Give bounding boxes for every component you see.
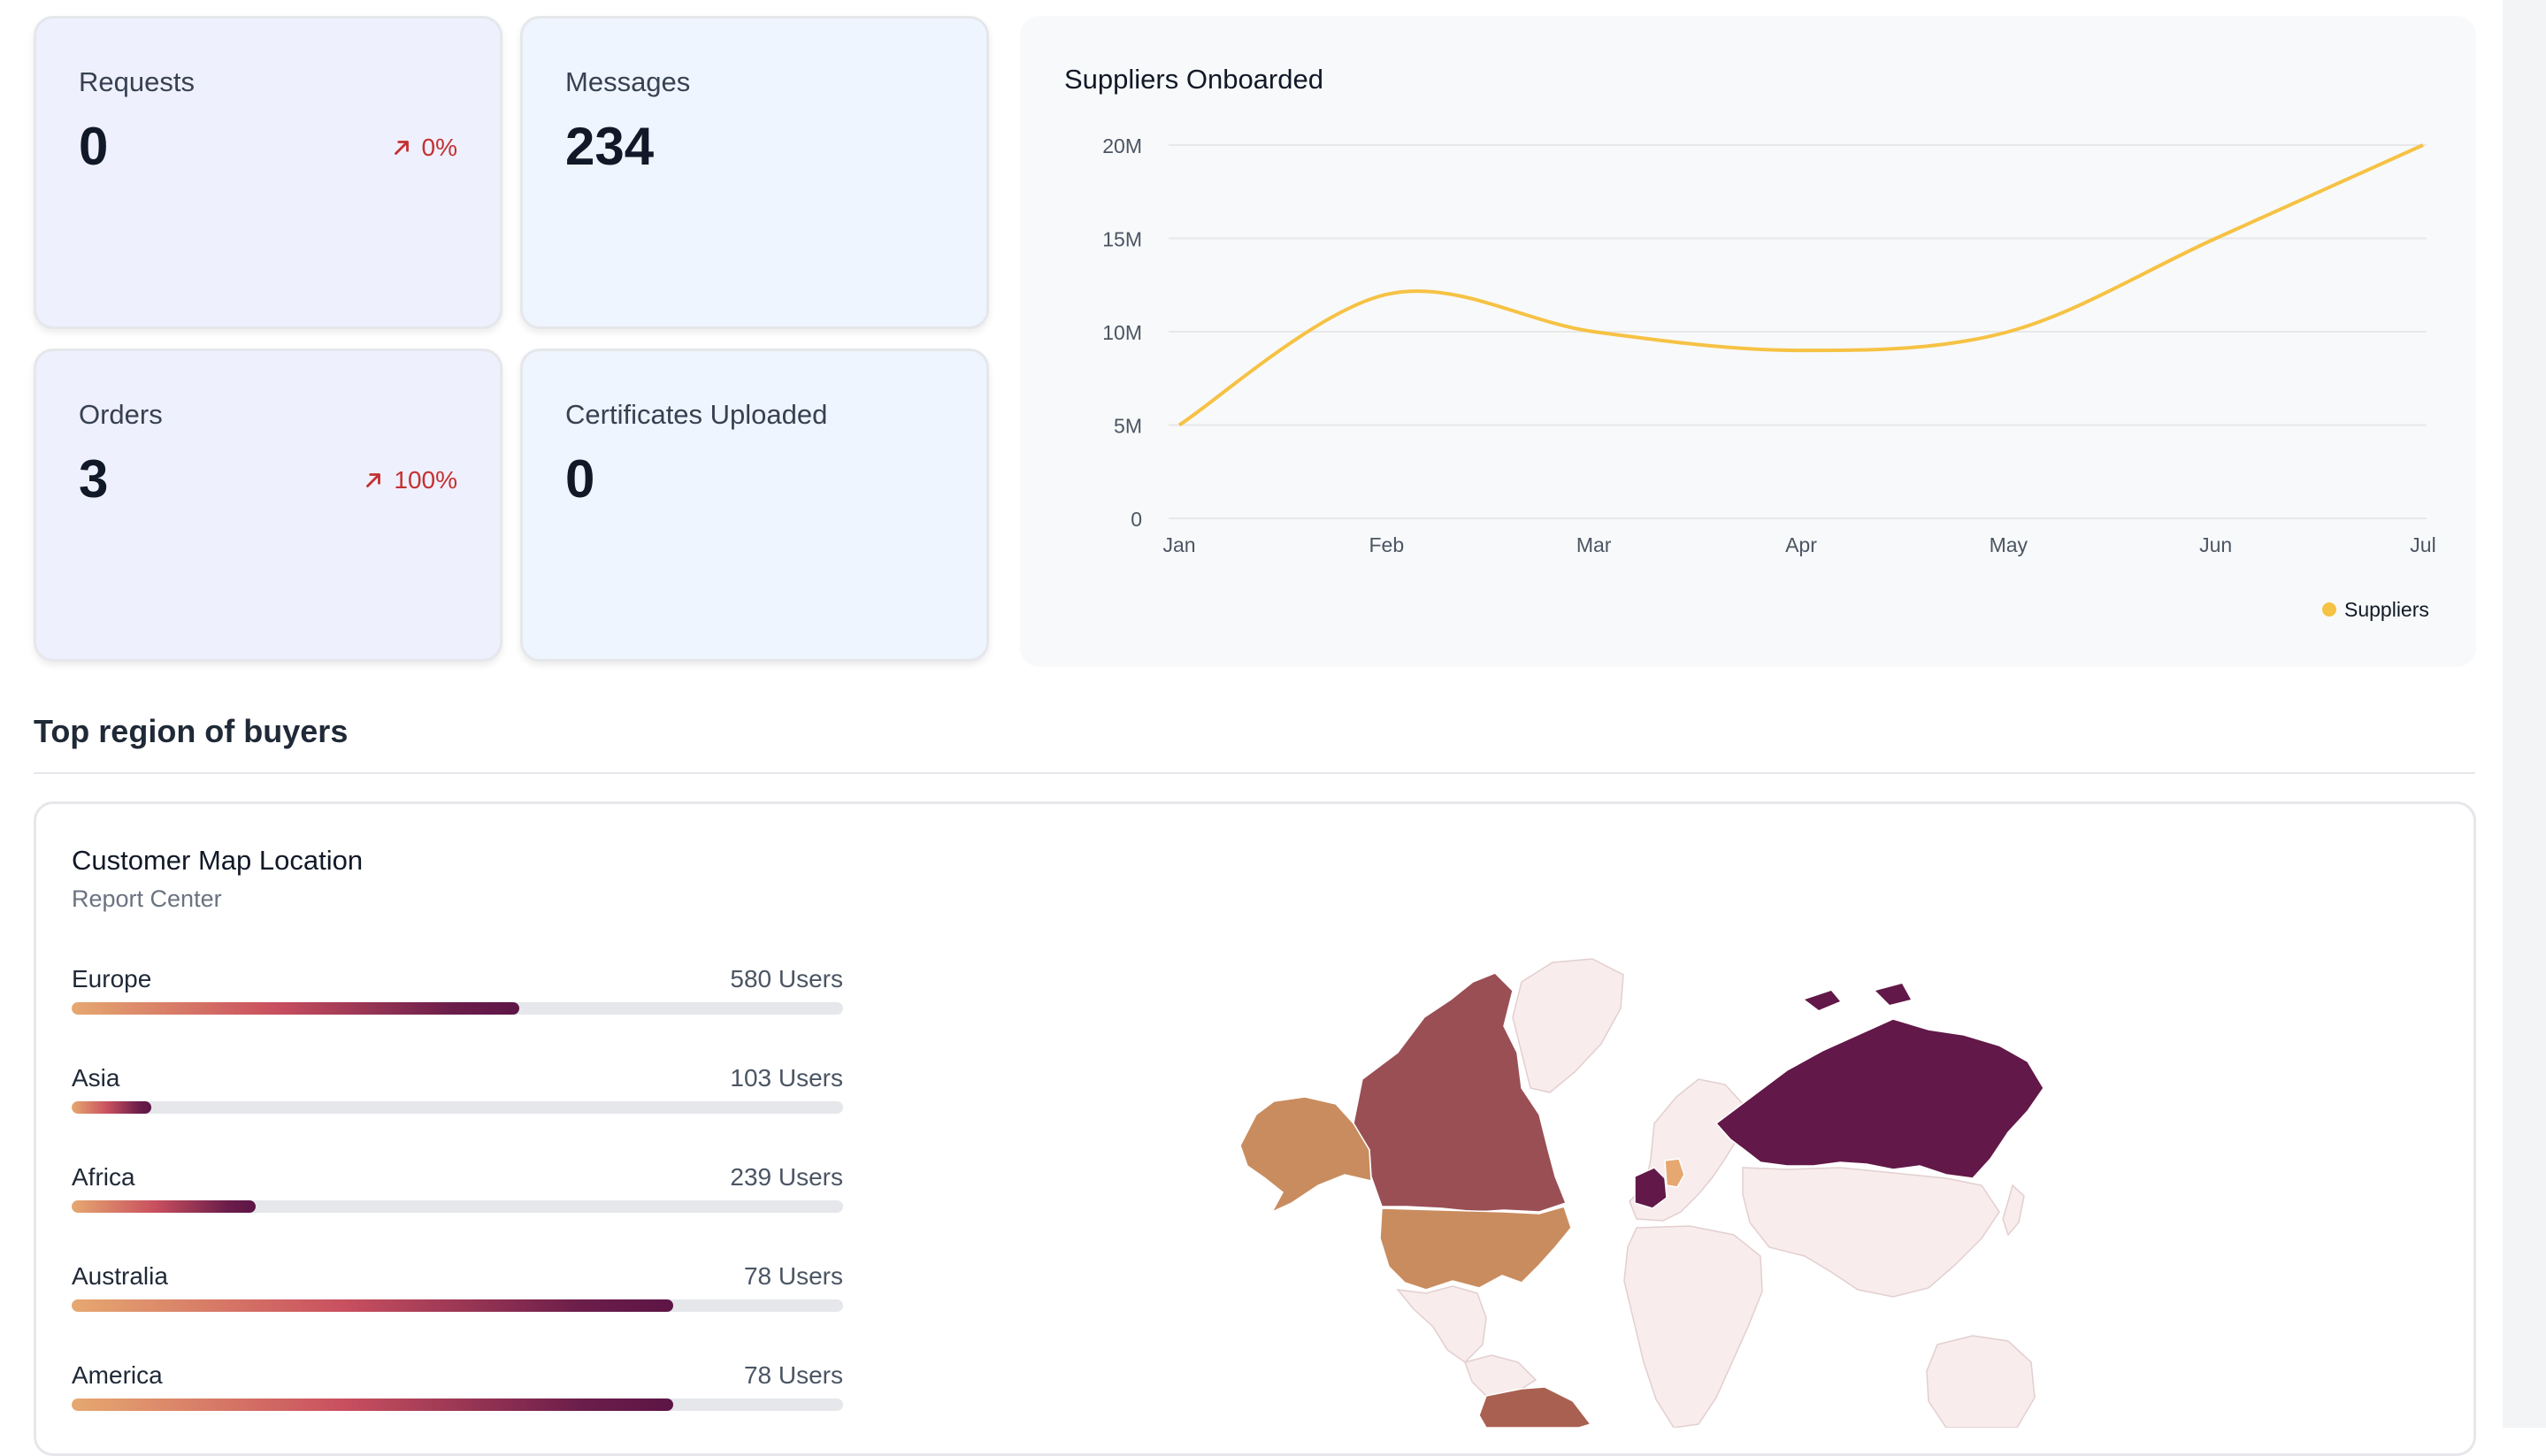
x-tick-label: Jun (2199, 533, 2232, 556)
region-progress-fill (72, 1002, 519, 1015)
y-tick-label: 5M (1114, 415, 1142, 438)
region-users: 103 Users (730, 1064, 843, 1092)
y-tick-label: 20M (1102, 134, 1142, 157)
section-title: Top region of buyers (34, 713, 348, 750)
region-users: 239 Users (730, 1163, 843, 1192)
map-country-mexico[interactable] (1398, 1286, 1486, 1362)
region-users: 78 Users (744, 1262, 843, 1291)
map-card-subtitle: Report Center (72, 885, 222, 913)
stat-card-certificates[interactable]: Certificates Uploaded 0 (520, 349, 989, 662)
region-name: Africa (72, 1163, 135, 1192)
legend-label: Suppliers (2344, 598, 2429, 621)
stat-value: 0 (79, 116, 108, 177)
x-tick-label: Apr (1785, 533, 1817, 556)
region-progress-track (72, 1002, 843, 1015)
stat-label: Requests (79, 66, 195, 98)
region-users: 78 Users (744, 1361, 843, 1390)
y-tick-label: 10M (1102, 321, 1142, 344)
region-progress-track (72, 1299, 843, 1312)
stat-value: 3 (79, 448, 108, 510)
arrow-up-right-icon (390, 136, 413, 159)
region-name: Asia (72, 1064, 119, 1092)
map-card-title: Customer Map Location (72, 845, 363, 877)
legend-marker (2322, 602, 2336, 617)
region-row-africa: Africa 239 Users (72, 1163, 843, 1216)
region-progress-track (72, 1399, 843, 1411)
region-progress-fill (72, 1101, 151, 1114)
stat-label: Orders (79, 399, 163, 431)
region-name: Australia (72, 1262, 168, 1291)
stat-card-orders[interactable]: Orders 3 100% (34, 349, 502, 662)
divider (34, 772, 2475, 774)
stat-value: 0 (565, 448, 594, 510)
map-country-russia[interactable] (1716, 1019, 2044, 1178)
region-progress-fill (72, 1299, 673, 1312)
stat-card-requests[interactable]: Requests 0 0% (34, 16, 502, 329)
region-row-asia: Asia 103 Users (72, 1064, 843, 1117)
region-users: 580 Users (730, 965, 843, 993)
region-progress-track (72, 1101, 843, 1114)
map-country-asia[interactable] (1743, 1168, 1999, 1297)
x-tick-label: Mar (1576, 533, 1612, 556)
stat-card-messages[interactable]: Messages 234 (520, 16, 989, 329)
y-tick-label: 0 (1131, 508, 1142, 531)
region-name: Europe (72, 965, 151, 993)
region-progress-track (72, 1200, 843, 1213)
x-tick-label: Jul (2410, 533, 2435, 556)
region-row-australia: Australia 78 Users (72, 1262, 843, 1315)
stat-change: 100% (362, 466, 457, 494)
world-map[interactable] (1221, 946, 2123, 1428)
region-name: America (72, 1361, 163, 1390)
map-country-africa[interactable] (1624, 1226, 1762, 1428)
suppliers-line-chart: 0 5M 10M 15M 20M Jan Feb Mar Apr May Jun Jul Supplie… (1020, 16, 2476, 667)
stat-label: Messages (565, 66, 690, 98)
map-country-alaska[interactable] (1240, 1097, 1371, 1212)
region-progress-fill (72, 1399, 673, 1411)
region-row-europe: Europe 580 Users (72, 965, 843, 1018)
stat-change-value: 100% (394, 466, 457, 494)
map-country-japan[interactable] (2003, 1185, 2024, 1235)
stat-value: 234 (565, 116, 654, 177)
page-scrollbar[interactable] (2503, 0, 2546, 1428)
stat-change: 0% (390, 134, 457, 162)
map-island-arctic[interactable] (1805, 984, 1911, 1010)
x-tick-label: May (1990, 533, 2028, 556)
map-country-greenland[interactable] (1513, 959, 1623, 1092)
series-line-suppliers (1179, 145, 2423, 425)
map-country-usa[interactable] (1380, 1207, 1571, 1290)
x-tick-label: Feb (1369, 533, 1405, 556)
stat-label: Certificates Uploaded (565, 399, 827, 431)
arrow-up-right-icon (362, 469, 385, 492)
region-row-america: America 78 Users (72, 1361, 843, 1414)
stat-change-value: 0% (422, 134, 457, 162)
y-tick-label: 15M (1102, 228, 1142, 251)
region-progress-fill (72, 1200, 256, 1213)
map-country-australia[interactable] (1927, 1336, 2035, 1428)
x-tick-label: Jan (1162, 533, 1195, 556)
